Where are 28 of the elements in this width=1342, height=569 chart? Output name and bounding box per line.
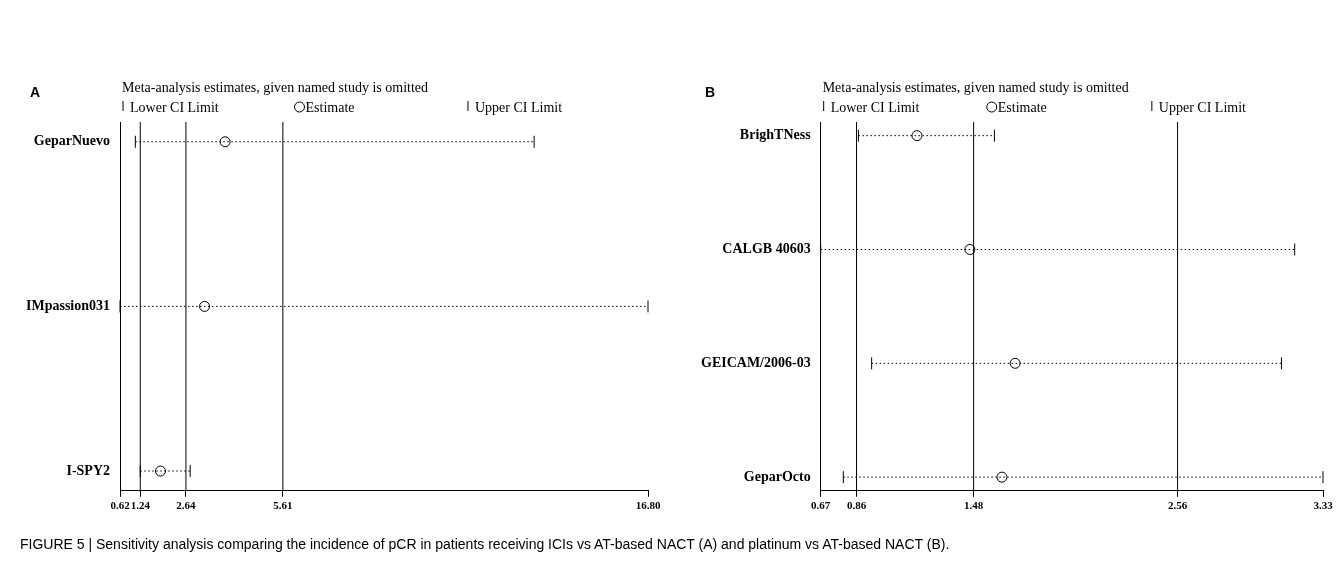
x-tick-label: 0.67 (811, 499, 831, 512)
y-tick-label: CALGB 40603 (722, 241, 811, 257)
caption: FIGURE 5 | Sensitivity analysis comparing the incidence of pCR in patients receiving ICIs vs AT-based NACT (A) and platinum vs AT-based NACT (B). (20, 536, 950, 552)
x-tick-label: 1.48 (964, 499, 984, 512)
y-tick-label: IMpassion031 (25, 298, 111, 314)
legend-label: Upper CI Limit (474, 100, 563, 115)
text: A (30, 84, 41, 100)
x-tick-label: 2.56 (1167, 499, 1188, 512)
x-tick-label: 2.64 (176, 499, 197, 512)
x-tick-label: 1.24 (130, 499, 151, 512)
y-tick-label: GeparNuevo (33, 133, 111, 149)
y-tick-label: I-SPY2 (66, 462, 111, 478)
text: B (705, 84, 716, 100)
chart-title: Meta-analysis estimates, given named study is omitted (822, 80, 1129, 95)
x-tick-label: 0.62 (110, 499, 131, 512)
legend-label: Lower CI Limit (830, 100, 920, 115)
legend-label: Lower CI Limit (130, 100, 219, 115)
legend-label: Upper CI Limit (1158, 100, 1247, 115)
chart-title: Meta-analysis estimates, given named study is omitted (122, 80, 429, 95)
legend-label: Estimate (997, 100, 1047, 115)
x-tick-label: 0.86 (846, 499, 867, 512)
legend-label: Estimate (305, 100, 355, 115)
x-tick-label: 3.33 (1313, 499, 1334, 512)
x-tick-label: 16.80 (635, 499, 661, 512)
y-tick-label: GEICAM/2006-03 (700, 354, 811, 370)
x-tick-label: 5.61 (273, 499, 293, 512)
y-tick-label: GeparOcto (743, 468, 811, 484)
y-tick-label: BrighTNess (739, 127, 812, 143)
